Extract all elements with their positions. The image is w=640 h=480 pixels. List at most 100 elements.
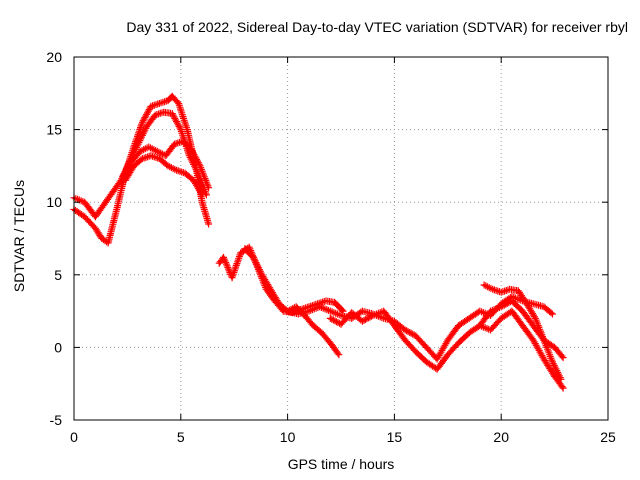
data-point <box>542 305 546 308</box>
data-point <box>403 338 407 342</box>
data-point <box>467 331 471 335</box>
data-point <box>218 261 221 265</box>
data-point <box>286 309 289 313</box>
series-track-d <box>121 152 206 199</box>
data-point <box>478 309 482 313</box>
data-point <box>510 295 514 298</box>
y-tick-label: 5 <box>54 267 62 283</box>
data-point <box>141 157 144 160</box>
data-point <box>196 171 200 175</box>
data-point <box>510 309 514 313</box>
data-point <box>200 193 204 197</box>
data-point <box>521 309 524 313</box>
data-point <box>553 346 556 349</box>
data-point <box>162 110 165 114</box>
data-point <box>83 201 86 204</box>
data-points <box>70 92 567 392</box>
data-point <box>532 302 535 306</box>
data-point <box>171 95 174 98</box>
data-point <box>425 360 428 364</box>
data-point <box>312 324 315 327</box>
data-point <box>403 328 407 332</box>
data-point <box>149 154 153 157</box>
data-point <box>542 357 546 361</box>
data-point <box>247 246 251 249</box>
data-point <box>341 309 345 313</box>
data-point <box>130 160 133 163</box>
data-point <box>153 113 157 117</box>
y-tick-label: -5 <box>50 412 63 428</box>
data-point <box>158 102 161 105</box>
data-point <box>175 169 178 172</box>
x-axis-label: GPS time / hours <box>287 456 395 472</box>
x-tick-label: 25 <box>600 429 616 445</box>
data-point <box>260 273 264 276</box>
data-point <box>500 305 503 308</box>
data-point <box>350 317 353 320</box>
data-point <box>525 302 529 306</box>
data-point <box>149 105 153 108</box>
data-point <box>337 353 341 356</box>
data-point-markers <box>70 92 213 247</box>
data-point <box>446 353 449 356</box>
y-tick-label: 0 <box>54 339 62 355</box>
chart-title: Day 331 of 2022, Sidereal Day-to-day VTE… <box>126 19 628 35</box>
data-point <box>329 341 332 345</box>
y-tick-label: 20 <box>46 49 62 65</box>
axis-ticks: 0 5 10 15 20 25 -5 0 5 10 15 20 <box>46 49 616 445</box>
data-point <box>190 148 193 152</box>
data-point <box>324 299 328 303</box>
data-point <box>532 338 535 342</box>
data-point <box>269 288 272 291</box>
data-point <box>115 208 118 211</box>
data-point <box>177 102 180 105</box>
series-track-h <box>326 307 567 392</box>
data-point <box>489 328 492 332</box>
data-point <box>318 305 321 308</box>
data-point <box>198 164 202 168</box>
data-point <box>106 241 110 245</box>
data-point <box>491 288 494 291</box>
data-point <box>333 301 336 304</box>
data-point <box>478 324 482 327</box>
x-tick-label: 15 <box>387 429 403 445</box>
data-point <box>207 186 210 189</box>
data-point <box>297 312 300 316</box>
data-point <box>252 256 255 259</box>
data-point <box>239 251 242 255</box>
data-point <box>467 317 471 320</box>
data-point <box>119 179 123 182</box>
data-point <box>534 317 537 320</box>
data-point <box>414 334 417 337</box>
data-point <box>508 288 511 291</box>
series-track-j <box>476 297 567 362</box>
data-point <box>553 375 556 378</box>
data-point <box>329 317 332 320</box>
data-point <box>124 179 127 182</box>
data-point <box>329 309 332 313</box>
data-point <box>230 276 234 279</box>
data-point <box>158 157 161 160</box>
data-point <box>94 215 97 218</box>
data-point <box>425 346 428 349</box>
data-point <box>307 305 311 308</box>
data-point <box>181 140 185 143</box>
data-point <box>393 324 396 327</box>
data-point <box>414 350 417 353</box>
data-point <box>457 324 460 327</box>
data-point <box>94 227 97 230</box>
data-point <box>139 150 142 153</box>
data-point <box>294 305 298 308</box>
data-point <box>100 237 103 240</box>
data-point <box>339 322 343 326</box>
data-point <box>186 128 189 131</box>
data-point <box>510 299 514 303</box>
data-point <box>551 360 554 364</box>
data-point <box>307 309 311 313</box>
data-point <box>361 309 364 313</box>
data-point <box>561 386 565 390</box>
data-point <box>222 256 225 259</box>
data-point <box>350 311 353 314</box>
data-point <box>171 112 174 115</box>
